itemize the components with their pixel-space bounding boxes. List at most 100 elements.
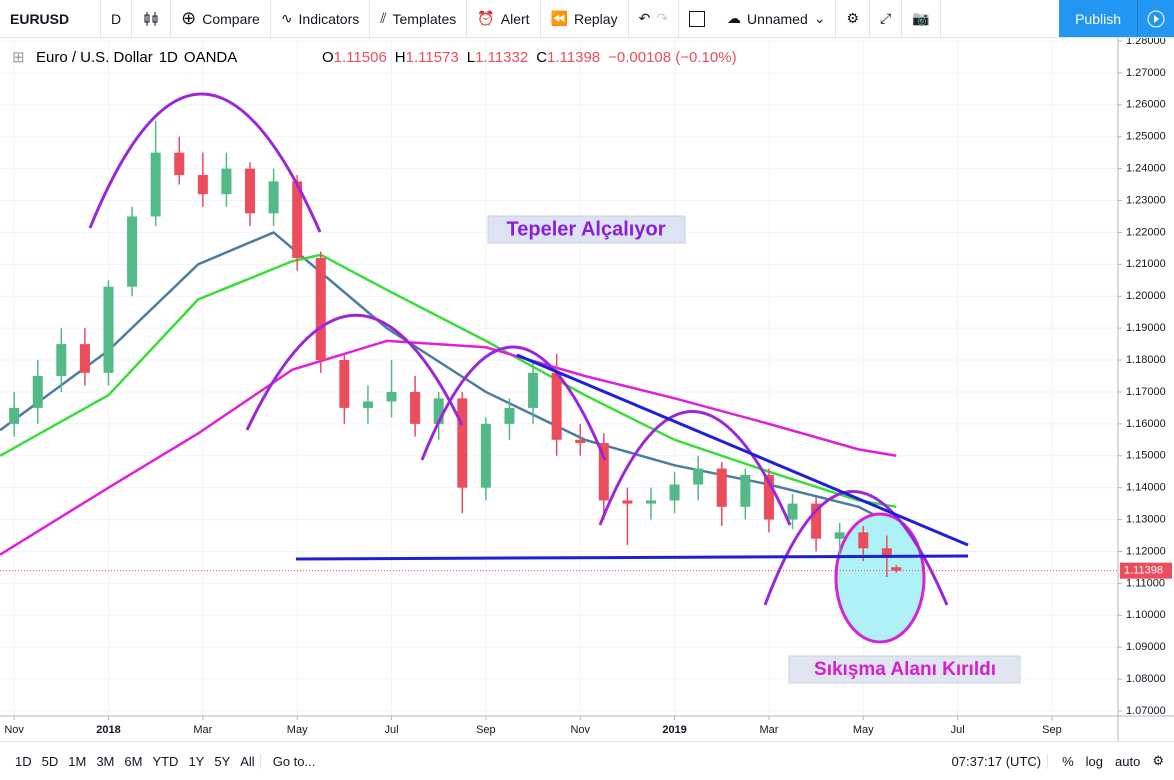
top-toolbar: EURUSD D ⊕ Compare ∿ Indicators ⫽ Templates… — [0, 0, 1174, 38]
clock: 07:37:17 (UTC) — [951, 753, 1042, 769]
x-tick-label: 2019 — [662, 724, 686, 736]
range-button[interactable]: 5Y — [214, 753, 231, 769]
x-tick-label: Mar — [193, 724, 212, 736]
candle-body — [575, 439, 586, 443]
range-button[interactable]: 5D — [41, 753, 59, 769]
candle-body — [245, 168, 256, 214]
candle-body — [197, 175, 208, 195]
candle-body — [811, 503, 822, 539]
candle-body — [693, 468, 704, 485]
moving-average — [0, 253, 897, 509]
goto[interactable]: Go to... — [272, 753, 316, 769]
publish-button[interactable]: Publish — [1059, 0, 1137, 37]
alert-button[interactable]: ⏰ Alert — [467, 0, 541, 37]
value: 1.11332 — [475, 49, 528, 66]
label: Alert — [500, 10, 530, 27]
candle-body — [150, 152, 161, 217]
candle-body — [763, 474, 774, 520]
symbol[interactable]: EURUSD — [0, 0, 101, 37]
percent-toggle[interactable]: % — [1047, 753, 1080, 769]
range-button[interactable]: 1Y — [188, 753, 205, 769]
y-tick-label: 1.07000 — [1126, 705, 1166, 717]
range-button[interactable]: 6M — [124, 753, 143, 769]
annotation: Sıkışma Alanı Kırıldı — [814, 659, 996, 680]
play-button[interactable] — [1137, 0, 1174, 37]
candle-body — [127, 216, 138, 287]
x-tick-label: Nov — [570, 724, 590, 736]
last-price-box — [1120, 562, 1172, 579]
y-tick-label: 1.08000 — [1126, 673, 1166, 685]
title: Euro / U.S. Dollar — [36, 49, 153, 66]
candle-body — [457, 398, 468, 488]
templates-button[interactable]: ⫽ Templates — [370, 0, 468, 37]
candle-body — [9, 407, 20, 424]
settings[interactable]: ⚙ — [1152, 753, 1164, 768]
interval[interactable]: D — [101, 0, 133, 37]
y-tick-label: 1.20000 — [1126, 290, 1166, 302]
range-button[interactable]: 1D — [15, 753, 32, 769]
candle-body — [268, 181, 279, 214]
arc — [88, 92, 322, 233]
arc — [420, 345, 607, 461]
source: OANDA — [184, 49, 237, 66]
label: H — [395, 49, 406, 66]
layout-button[interactable]: ☁ Unnamed ⌄ — [679, 0, 837, 37]
label: Unnamed — [747, 10, 808, 27]
y-tick-label: 1.09000 — [1126, 641, 1166, 653]
annotation-box — [788, 655, 1021, 684]
range-button[interactable]: 3M — [96, 753, 115, 769]
label: Templates — [392, 10, 457, 27]
symbol-title: Euro / U.S. Dollar 1D OANDA — [36, 49, 237, 66]
candle-body — [480, 423, 491, 488]
x-tick-label: Sep — [476, 724, 496, 736]
squeeze-ellipse — [834, 512, 926, 644]
y-tick-label: 1.27000 — [1126, 67, 1166, 79]
range-button[interactable]: 1M — [68, 753, 87, 769]
bar-style[interactable] — [132, 0, 172, 37]
candle-body — [103, 286, 114, 373]
value: 1.11398 — [547, 49, 600, 66]
value: 1.11573 — [406, 49, 459, 66]
trendline — [295, 554, 969, 561]
settings[interactable]: ⚙ — [836, 0, 871, 37]
x-tick-label: May — [287, 724, 308, 736]
range-buttons: 1D 5D 1M 3M 6M YTD 1Y 5Y All — [0, 753, 261, 769]
value: 1.11506 — [334, 49, 387, 66]
x-tick-label: Jul — [951, 724, 965, 736]
candle-body — [716, 468, 727, 507]
log-toggle[interactable]: log — [1085, 753, 1104, 769]
y-tick-label: 1.17000 — [1126, 386, 1166, 398]
arc — [598, 410, 792, 526]
candle-body — [410, 391, 421, 424]
undo-redo[interactable]: ↶ ↷ — [629, 0, 680, 37]
y-tick-label: 1.23000 — [1126, 194, 1166, 206]
candle-body — [881, 548, 892, 558]
label: Replay — [573, 10, 618, 27]
candle-body — [645, 500, 656, 504]
auto-toggle[interactable]: auto — [1115, 753, 1141, 769]
compare-button[interactable]: ⊕ Compare — [171, 0, 271, 37]
last-price-label: 1.11398 — [1124, 565, 1163, 577]
label: L — [467, 49, 475, 66]
moving-average — [0, 230, 897, 528]
candle-body — [598, 443, 609, 501]
label: Compare — [202, 10, 260, 27]
candle-body — [787, 503, 798, 520]
arc — [245, 313, 464, 431]
arcs — [88, 92, 949, 606]
x-tick-label: May — [853, 724, 874, 736]
y-tick-label: 1.25000 — [1126, 131, 1166, 143]
range-button[interactable]: All — [240, 753, 255, 769]
candle-body — [858, 532, 869, 549]
indicators-button[interactable]: ∿ Indicators — [271, 0, 371, 37]
fullscreen[interactable]: ⤢ — [870, 0, 903, 37]
snapshot[interactable]: 📷 — [902, 0, 941, 37]
candle-body — [669, 484, 680, 501]
x-tick-label: Nov — [4, 724, 24, 736]
icon — [1147, 10, 1165, 27]
arc — [763, 490, 949, 606]
y-tick-label: 1.21000 — [1126, 258, 1166, 270]
replay-button[interactable]: ⏪ Replay — [541, 0, 629, 37]
range-button[interactable]: YTD — [152, 753, 179, 769]
